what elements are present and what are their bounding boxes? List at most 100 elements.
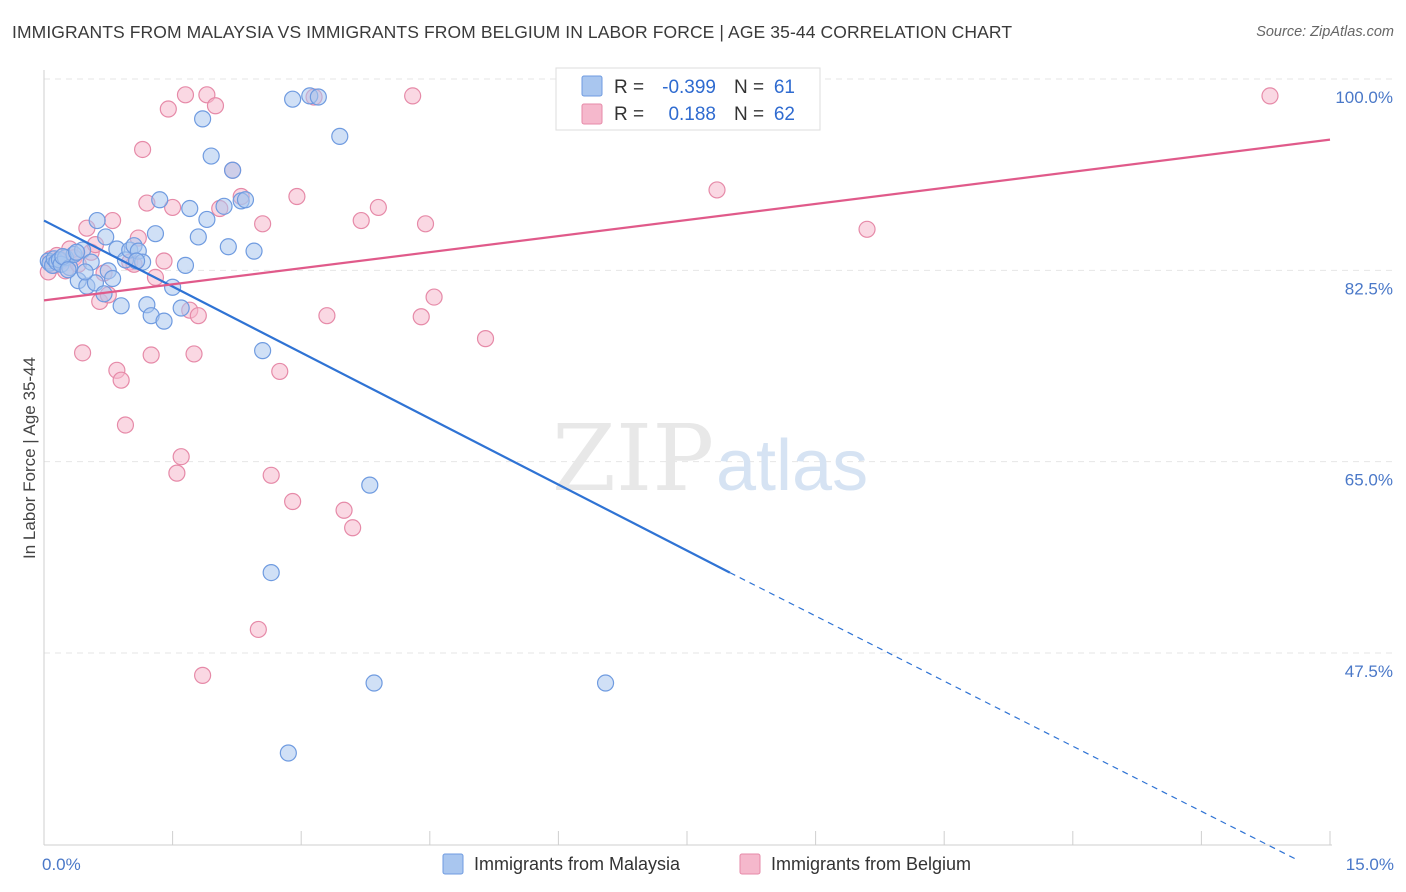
chart-title: IMMIGRANTS FROM MALAYSIA VS IMMIGRANTS F…: [12, 22, 1013, 42]
belgium-point: [112, 371, 130, 389]
belgium-point: [189, 307, 207, 325]
malaysia-point: [365, 674, 383, 692]
malaysia-point: [194, 110, 212, 128]
bottom-legend-label-malaysia: Immigrants from Malaysia: [474, 854, 681, 874]
legend-swatch-belgium: [581, 103, 603, 125]
belgium-point: [416, 215, 435, 233]
belgium-point: [288, 187, 306, 206]
malaysia-point: [67, 243, 86, 261]
malaysia-point: [284, 90, 302, 108]
malaysia-point: [361, 476, 379, 494]
belgium-point: [708, 181, 726, 199]
y-axis-label: In Labor Force | Age 35-44: [20, 357, 39, 559]
belgium-point: [155, 252, 173, 270]
belgium-point: [476, 330, 495, 348]
belgium-point: [73, 344, 92, 362]
trend-line-malaysia-extrapolated: [729, 572, 1296, 860]
belgium-point: [1261, 87, 1279, 105]
x-tick-label-min: 0.0%: [42, 855, 81, 874]
x-axis-ticks: [43, 831, 1331, 845]
bottom-legend-label-belgium: Immigrants from Belgium: [771, 854, 971, 874]
watermark-zip: ZIP: [552, 405, 714, 512]
source-label: Source: ZipAtlas.com: [1256, 24, 1394, 40]
belgium-point: [254, 215, 272, 233]
malaysia-point: [219, 238, 237, 256]
y-tick-labels: 47.5% 65.0% 82.5% 100.0%: [1335, 88, 1393, 681]
belgium-point: [133, 140, 152, 159]
malaysia-point: [596, 674, 615, 692]
belgium-point: [185, 345, 203, 363]
malaysia-point: [76, 263, 94, 281]
belgium-point: [249, 620, 267, 639]
malaysia-point: [155, 312, 173, 330]
y-tick-label: 47.5%: [1345, 662, 1393, 681]
malaysia-point: [254, 342, 272, 360]
belgium-point: [168, 464, 186, 482]
belgium-point: [344, 519, 362, 537]
trend-lines: [43, 138, 1331, 860]
belgium-point: [271, 362, 289, 381]
belgium-point: [858, 220, 876, 238]
malaysia-point: [224, 161, 242, 179]
belgium-point: [404, 87, 422, 105]
belgium-point: [352, 211, 370, 230]
malaysia-point: [181, 199, 199, 218]
belgium-point: [103, 211, 122, 230]
malaysia-point: [279, 744, 297, 762]
malaysia-point: [88, 211, 106, 230]
legend-r-value-malaysia: -0.399: [662, 77, 716, 98]
trend-line-belgium: [43, 138, 1331, 302]
legend-r-label-belgium: R =: [614, 104, 644, 125]
malaysia-point: [172, 299, 190, 317]
belgium-point: [176, 86, 195, 104]
malaysia-point: [309, 88, 327, 106]
x-tick-label-max: 15.0%: [1346, 855, 1394, 874]
watermark-atlas: atlas: [716, 426, 868, 506]
series-belgium-points: [39, 86, 1279, 684]
series-legend: Immigrants from Malaysia Immigrants from…: [442, 853, 971, 875]
correlation-legend: R = -0.399 N = 61 R = 0.188 N = 62: [555, 67, 821, 131]
legend-r-label-malaysia: R =: [614, 77, 644, 98]
malaysia-point: [103, 269, 122, 288]
malaysia-point: [59, 261, 77, 279]
belgium-point: [116, 416, 135, 434]
legend-n-value-malaysia: 61: [774, 77, 795, 98]
belgium-point: [172, 448, 190, 466]
malaysia-point: [215, 197, 233, 215]
bottom-legend-swatch-belgium: [739, 853, 761, 875]
legend-n-label-belgium: N =: [734, 104, 764, 125]
bottom-legend-swatch-malaysia: [442, 853, 464, 875]
belgium-point: [412, 308, 430, 326]
malaysia-point: [151, 191, 169, 209]
malaysia-point: [262, 563, 280, 582]
y-tick-label: 82.5%: [1345, 279, 1393, 298]
malaysia-point: [127, 252, 146, 270]
malaysia-point: [198, 210, 216, 229]
malaysia-point: [202, 147, 220, 165]
belgium-point: [284, 492, 302, 511]
belgium-point: [425, 288, 443, 306]
belgium-point: [194, 666, 212, 684]
trend-line-malaysia: [43, 219, 731, 574]
y-tick-label: 100.0%: [1335, 88, 1393, 107]
malaysia-point: [331, 127, 349, 145]
belgium-point: [159, 100, 177, 118]
series-malaysia-points: [39, 87, 615, 762]
malaysia-point: [112, 297, 130, 315]
malaysia-point: [176, 256, 195, 274]
malaysia-point: [189, 228, 207, 246]
belgium-point: [142, 346, 160, 364]
belgium-point: [335, 501, 353, 519]
belgium-point: [262, 466, 280, 484]
malaysia-point: [97, 228, 115, 246]
legend-r-value-belgium: 0.188: [668, 104, 716, 125]
legend-n-value-belgium: 62: [774, 104, 795, 125]
legend-n-label-malaysia: N =: [734, 77, 764, 98]
legend-swatch-malaysia: [581, 75, 603, 97]
malaysia-point: [245, 242, 263, 260]
y-tick-label: 65.0%: [1345, 471, 1393, 490]
malaysia-point: [146, 225, 165, 243]
malaysia-point: [236, 191, 255, 209]
belgium-point: [369, 198, 387, 217]
